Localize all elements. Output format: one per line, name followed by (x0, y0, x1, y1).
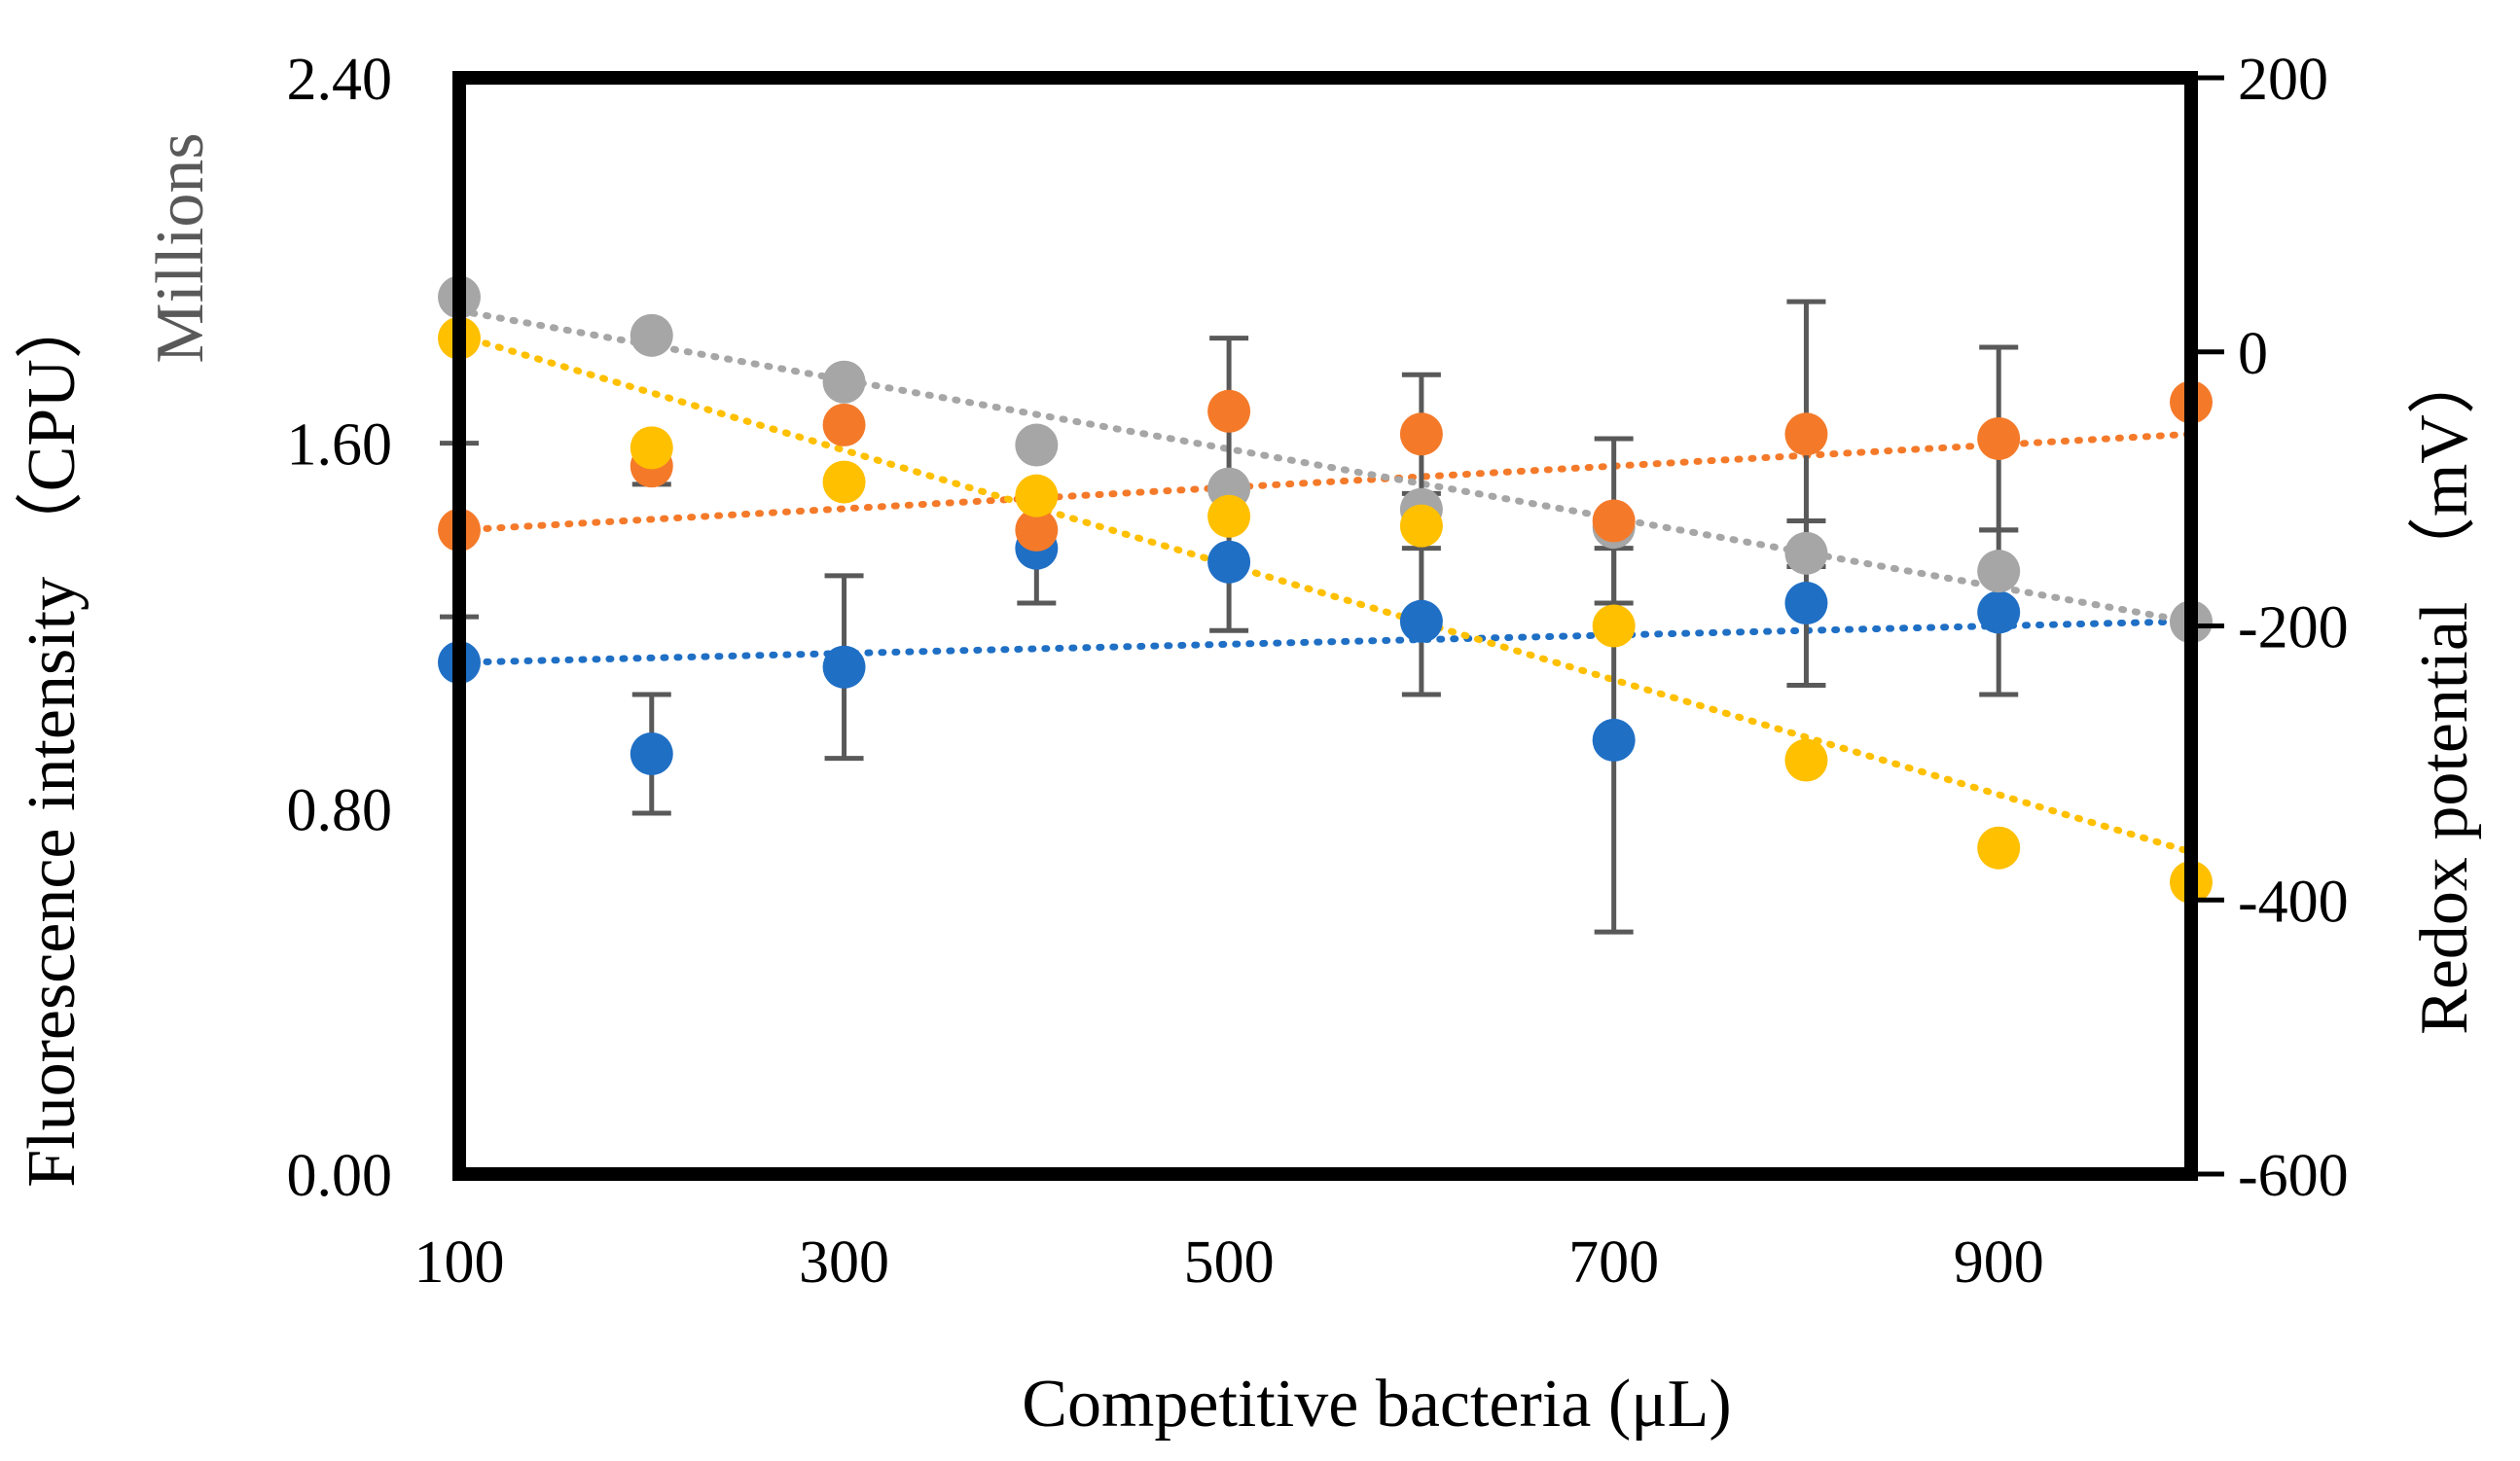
data-point-blue (1592, 718, 1636, 762)
x-tick-label: 900 (1954, 1229, 2044, 1296)
x-tick-label: 100 (414, 1229, 505, 1296)
data-point-blue (1399, 599, 1443, 643)
y-right-tick-label: -600 (2238, 1143, 2349, 1209)
x-tick-label: 300 (799, 1229, 889, 1296)
y-left-tick-label: 1.60 (287, 412, 393, 479)
y-left-axis-title: Fluorescence intensity （CPU） (15, 291, 90, 1188)
data-point-yellow (1399, 504, 1443, 548)
data-point-orange (1784, 412, 1828, 456)
y-right-tick-label: -200 (2238, 595, 2349, 661)
data-point-blue (1784, 582, 1828, 625)
data-point-gray (630, 313, 673, 357)
data-point-blue (822, 645, 866, 689)
y-left-tick-label: 0.00 (287, 1143, 393, 1209)
data-point-orange (1977, 416, 2021, 460)
data-point-blue (630, 731, 673, 775)
data-point-yellow (630, 426, 673, 470)
data-point-yellow (1207, 494, 1251, 538)
y-left-tick-label: 2.40 (287, 47, 393, 113)
data-point-gray (1015, 423, 1059, 467)
data-point-gray (822, 360, 866, 404)
data-point-orange (1399, 412, 1443, 456)
data-point-yellow (822, 460, 866, 504)
y-right-tick-label: -400 (2238, 869, 2349, 935)
y-right-tick-label: 200 (2238, 47, 2328, 113)
data-point-blue (1977, 590, 2021, 634)
trendline-yellow (455, 332, 2195, 856)
data-point-orange (1592, 499, 1636, 543)
data-point-orange (1015, 508, 1059, 552)
data-point-gray (1977, 550, 2021, 593)
trendline-blue (455, 618, 2195, 666)
data-point-gray (1784, 531, 1828, 575)
x-axis-title: Competitive bacteria (μL) (1022, 1367, 1731, 1442)
y-right-tick-label: 0 (2238, 321, 2268, 387)
data-point-yellow (1977, 826, 2021, 870)
x-tick-label: 700 (1568, 1229, 1659, 1296)
data-point-yellow (1592, 604, 1636, 648)
y-left-tick-label: 0.80 (287, 777, 393, 843)
data-point-orange (822, 403, 866, 446)
y-right-axis-title: Redox potential （mV） (2407, 346, 2482, 1035)
trendline-orange (455, 430, 2195, 534)
data-point-yellow (1784, 738, 1828, 782)
data-point-yellow (1015, 474, 1059, 517)
y-left-units-label: Millions (143, 132, 218, 363)
x-tick-label: 500 (1184, 1229, 1275, 1296)
data-point-orange (1207, 389, 1251, 433)
data-point-blue (1207, 540, 1251, 584)
